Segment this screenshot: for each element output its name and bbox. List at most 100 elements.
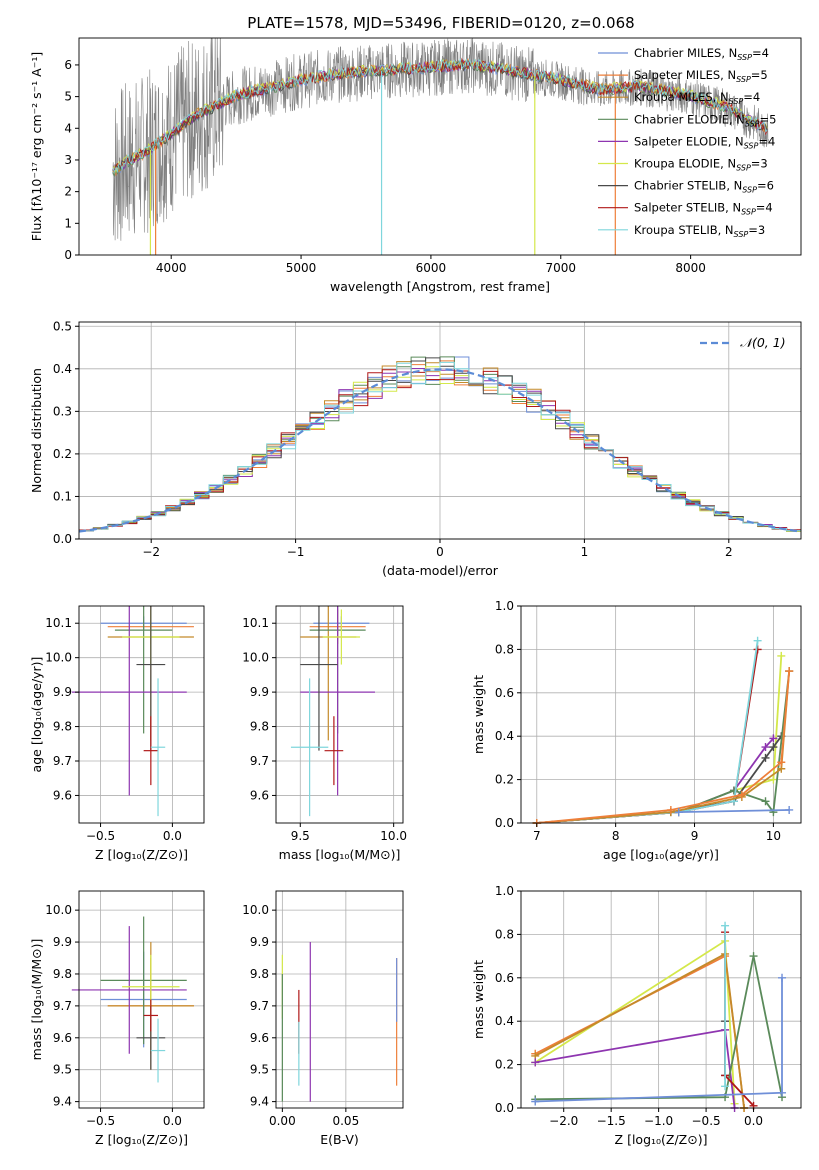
y-tick-label: 0.0 xyxy=(495,1101,514,1115)
residual-histogram xyxy=(79,366,801,532)
normal-curve xyxy=(78,368,802,533)
axes-frame xyxy=(520,890,802,1109)
legend-label: Chabrier STELIB, NSSP=6 xyxy=(634,179,774,195)
panel-age-vs-Z: −0.5 0.0 9.6 9.7 9.8 9.9 10.0 10.1 Z [log₁₀(Z/Z⊙… xyxy=(29,605,205,862)
mass-weight-marker xyxy=(721,921,730,930)
legend-suffix: =4 xyxy=(752,46,769,60)
y-tick-label: 0.1 xyxy=(53,489,72,503)
y-tick-label: 9.6 xyxy=(250,788,269,802)
legend-label: Salpeter ELODIE, NSSP=4 xyxy=(634,134,775,150)
y-tick-label: 10.0 xyxy=(45,903,72,917)
mass-weight-marker xyxy=(674,808,683,817)
y-tick-label: 0.0 xyxy=(495,816,514,830)
legend-label: Kroupa STELIB, NSSP=3 xyxy=(634,223,765,239)
x-tick-label: −1.5 xyxy=(597,1114,626,1128)
mass-weight-marker xyxy=(777,758,786,767)
y-tick-label: 10.1 xyxy=(45,616,72,630)
axes-frame xyxy=(275,890,404,1109)
y-axis-label: mass weight xyxy=(471,960,486,1039)
legend-label: 𝒩(0, 1) xyxy=(740,335,786,350)
axes-frame xyxy=(78,37,802,256)
x-tick-label: −0.5 xyxy=(86,829,115,843)
y-tick-label: 9.5 xyxy=(250,1063,269,1077)
legend-label: Chabrier MILES, NSSP=4 xyxy=(634,46,769,62)
x-tick-label: 8000 xyxy=(675,261,706,275)
x-tick-label: −1 xyxy=(287,545,305,559)
panel-mass-vs-Z: −0.5 0.0 9.4 9.5 9.6 9.7 9.8 9.9 10.0 Z [log₁₀(Z/… xyxy=(29,890,205,1147)
legend-suffix: =4 xyxy=(743,90,760,104)
y-axis-label: Normed distribution xyxy=(29,368,44,493)
plot-area xyxy=(281,942,398,1102)
x-tick-label: 1 xyxy=(581,545,589,559)
mass-weight-marker xyxy=(785,667,794,676)
mass-weight-marker xyxy=(531,1097,540,1106)
x-axis-label: Z [log₁₀(Z/Z⊙)] xyxy=(95,1132,188,1147)
x-tick-label: −2 xyxy=(142,545,160,559)
x-axis-label: (data-model)/error xyxy=(382,563,499,578)
x-tick-label: 4000 xyxy=(156,261,187,275)
y-axis-label: mass [log₁₀(M/M⊙)] xyxy=(29,939,44,1061)
mass-weight-marker xyxy=(721,1082,730,1091)
y-tick-label: 0.0 xyxy=(53,532,72,546)
y-tick-label: 9.6 xyxy=(53,788,72,802)
y-axis-label: Flux [fλ10⁻¹⁷ erg cm⁻² s⁻¹ A⁻¹] xyxy=(29,52,44,241)
legend-suffix: =4 xyxy=(758,134,775,148)
y-tick-label: 9.5 xyxy=(53,1063,72,1077)
x-tick-label: 9.5 xyxy=(291,829,310,843)
legend-label: Kroupa MILES, NSSP=4 xyxy=(634,90,760,106)
panel-mass-vs-EBV: 0.00 0.05 9.4 9.5 9.6 9.7 9.8 9.9 10.0 E(B-V) xyxy=(242,890,404,1147)
y-tick-label: 1 xyxy=(64,216,72,230)
legend-sub: SSP xyxy=(736,75,751,84)
model-spectrum-line xyxy=(112,58,768,174)
y-tick-label: 1.0 xyxy=(495,599,514,613)
mass-weight-marker xyxy=(666,805,675,814)
legend-name: Chabrier STELIB, N xyxy=(634,179,742,193)
x-tick-label: 0.0 xyxy=(163,1114,182,1128)
y-tick-label: 4 xyxy=(64,121,72,135)
mass-weight-marker xyxy=(749,952,758,961)
mass-weight-marker xyxy=(769,743,778,752)
y-tick-label: 0.2 xyxy=(53,447,72,461)
legend-sub: SSP xyxy=(729,97,744,106)
panel-age-vs-mass: 9.5 10.0 9.6 9.7 9.8 9.9 10.0 10.1 mass [log₁₀(M… xyxy=(242,605,407,862)
legend-sub: SSP xyxy=(737,53,752,62)
legend-label: Chabrier ELODIE, NSSP=5 xyxy=(634,112,776,128)
legend-label: Salpeter MILES, NSSP=5 xyxy=(634,68,768,84)
panel-mass-weight-vs-Z: −2.0 −1.5 −1.0 −0.5 0.0 0.0 0.2 0.4 0.6 0.8 1.0 Z [… xyxy=(471,884,802,1147)
y-tick-label: 5 xyxy=(64,90,72,104)
axes-frame xyxy=(520,605,802,824)
x-axis-label: E(B-V) xyxy=(320,1132,359,1147)
plot-area xyxy=(290,606,375,817)
plot-area xyxy=(531,921,787,1112)
y-tick-label: 0.4 xyxy=(495,1014,514,1028)
legend-suffix: =3 xyxy=(751,157,768,171)
x-tick-label: −0.5 xyxy=(86,1114,115,1128)
legend-suffix: =5 xyxy=(751,68,768,82)
y-tick-label: 9.7 xyxy=(250,754,269,768)
y-tick-label: 0.2 xyxy=(495,1058,514,1072)
legend-label: Kroupa ELODIE, NSSP=3 xyxy=(634,157,768,173)
x-axis-label: age [log₁₀(age/yr)] xyxy=(603,847,719,862)
y-tick-label: 0.6 xyxy=(495,686,514,700)
y-tick-label: 9.6 xyxy=(53,1031,72,1045)
y-tick-label: 0.3 xyxy=(53,404,72,418)
x-tick-label: 6000 xyxy=(416,261,447,275)
mass-weight-marker xyxy=(761,743,770,752)
mass-weight-marker xyxy=(769,775,778,784)
x-axis-label: mass [log₁₀(M/M⊙)] xyxy=(279,847,401,862)
x-tick-label: −0.5 xyxy=(692,1114,721,1128)
y-tick-label: 0.4 xyxy=(495,729,514,743)
x-tick-label: −1.0 xyxy=(644,1114,673,1128)
y-tick-label: 9.9 xyxy=(53,935,72,949)
x-tick-label: 0.0 xyxy=(163,829,182,843)
mass-weight-marker xyxy=(777,651,786,660)
y-tick-label: 9.8 xyxy=(250,967,269,981)
legend-sub: SSP xyxy=(745,119,760,128)
y-tick-label: 0.8 xyxy=(495,927,514,941)
legend-suffix: =3 xyxy=(748,223,765,237)
x-tick-label: −2.0 xyxy=(549,1114,578,1128)
mass-weight-marker xyxy=(785,805,794,814)
legend-sub: SSP xyxy=(744,141,759,150)
x-tick-label: 0.05 xyxy=(332,1114,359,1128)
mass-weight-marker xyxy=(729,786,738,795)
